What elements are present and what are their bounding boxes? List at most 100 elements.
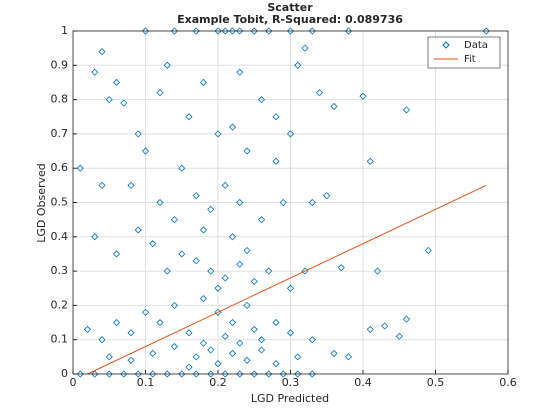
data-point [207, 205, 215, 213]
x-tick-label: 0 [70, 376, 77, 389]
data-point [156, 198, 164, 207]
data-point [221, 370, 229, 378]
data-point [98, 48, 106, 56]
data-point [141, 27, 150, 35]
data-point [120, 370, 128, 378]
data-point [250, 277, 258, 285]
y-tick-label: 0.5 [51, 196, 69, 209]
chart-title: Scatter [267, 1, 313, 14]
data-point [323, 192, 331, 200]
y-tick-label: 0.2 [51, 298, 69, 311]
data-point [243, 147, 251, 155]
data-point [279, 198, 287, 207]
data-point [170, 342, 179, 351]
data-point [134, 130, 142, 138]
data-point [330, 349, 338, 357]
data-point [236, 339, 244, 347]
x-tick-label: 0.5 [427, 376, 445, 389]
data-point [228, 27, 237, 35]
data-point [315, 89, 324, 97]
data-point [286, 130, 295, 138]
data-point [366, 157, 374, 165]
y-tick-label: 0.7 [51, 127, 69, 140]
y-tick-label: 0.4 [51, 230, 69, 243]
data-point [250, 370, 258, 378]
y-tick-label: 0.9 [51, 58, 69, 71]
data-point [424, 246, 432, 255]
data-point [149, 240, 157, 248]
data-point [308, 27, 316, 35]
data-point [141, 308, 150, 316]
data-point [359, 92, 367, 100]
data-point [373, 267, 382, 275]
data-point [236, 27, 244, 35]
data-point [272, 157, 280, 165]
legend-label: Data [464, 40, 488, 51]
data-point [163, 370, 171, 378]
y-tick-label: 0 [61, 367, 68, 380]
data-point [185, 329, 193, 337]
data-point [395, 332, 403, 340]
data-point [192, 27, 200, 35]
data-point [265, 27, 273, 35]
data-point [170, 216, 179, 224]
data-point [257, 336, 266, 344]
data-point [127, 181, 135, 189]
data-point [141, 147, 150, 155]
data-point [199, 226, 208, 234]
data-point [98, 336, 106, 344]
data-point [185, 113, 193, 121]
data-point [156, 318, 164, 327]
data-point [402, 315, 411, 323]
data-point [294, 370, 302, 378]
data-point [402, 106, 411, 114]
data-point [76, 370, 84, 378]
data-point [257, 96, 266, 104]
data-point [170, 27, 179, 35]
data-point [344, 353, 353, 361]
axes-box [72, 30, 509, 375]
data-point [236, 68, 244, 76]
data-point [120, 99, 128, 107]
data-point [286, 329, 295, 337]
data-point [207, 267, 215, 275]
data-point [214, 284, 222, 292]
data-point [236, 198, 244, 207]
data-point [265, 267, 273, 275]
data-point [250, 27, 258, 35]
x-tick-label: 0.4 [354, 376, 372, 389]
data-point [272, 360, 280, 368]
y-tick-label: 0.1 [51, 333, 69, 346]
data-point [199, 294, 208, 303]
data-point [286, 284, 295, 292]
data-point [192, 370, 200, 378]
y-axis-label: LGD Observed [35, 163, 48, 243]
data-point [170, 301, 179, 309]
data-point [199, 339, 208, 347]
data-point [228, 349, 237, 357]
data-point [134, 226, 142, 234]
data-point [243, 301, 251, 309]
data-point [192, 353, 200, 361]
legend-box [427, 36, 501, 69]
data-point [112, 250, 121, 258]
data-point [279, 370, 287, 378]
data-point [105, 353, 113, 361]
data-point [163, 61, 171, 69]
y-tick-label: 0.3 [51, 264, 69, 277]
x-tick-label: 0.2 [209, 376, 227, 389]
data-point [214, 360, 222, 368]
data-point [257, 216, 266, 224]
data-point [185, 363, 193, 371]
data-point [134, 370, 142, 378]
data-point [98, 181, 106, 189]
data-point [337, 264, 345, 272]
y-tick-label: 0.8 [51, 93, 69, 106]
data-point [214, 130, 222, 138]
data-point [236, 370, 244, 378]
data-point [83, 325, 92, 333]
data-point [221, 181, 229, 189]
data-point [286, 27, 295, 35]
data-point [366, 325, 374, 333]
